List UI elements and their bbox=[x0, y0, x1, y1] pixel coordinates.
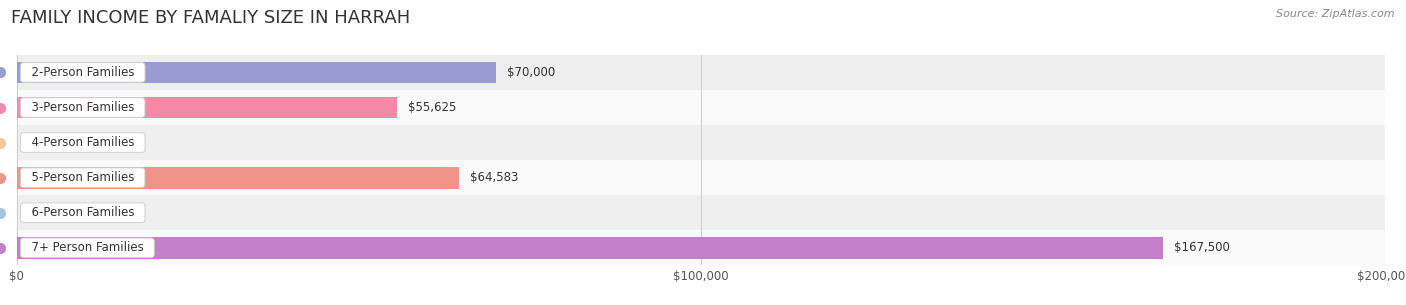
Bar bbox=[17, 62, 496, 83]
FancyBboxPatch shape bbox=[17, 230, 1385, 265]
Text: $0: $0 bbox=[34, 136, 48, 149]
Bar bbox=[17, 167, 458, 188]
FancyBboxPatch shape bbox=[17, 195, 1385, 230]
FancyBboxPatch shape bbox=[17, 90, 1385, 125]
Text: FAMILY INCOME BY FAMALIY SIZE IN HARRAH: FAMILY INCOME BY FAMALIY SIZE IN HARRAH bbox=[11, 9, 411, 27]
Bar bbox=[17, 237, 1163, 259]
Text: $167,500: $167,500 bbox=[1174, 241, 1229, 254]
Text: 5-Person Families: 5-Person Families bbox=[24, 171, 142, 184]
Text: $70,000: $70,000 bbox=[506, 66, 555, 79]
Text: 2-Person Families: 2-Person Families bbox=[24, 66, 142, 79]
FancyBboxPatch shape bbox=[17, 55, 1385, 90]
Text: 7+ Person Families: 7+ Person Families bbox=[24, 241, 150, 254]
Text: 6-Person Families: 6-Person Families bbox=[24, 206, 142, 219]
Text: Source: ZipAtlas.com: Source: ZipAtlas.com bbox=[1277, 9, 1395, 19]
FancyBboxPatch shape bbox=[17, 160, 1385, 195]
Text: 4-Person Families: 4-Person Families bbox=[24, 136, 142, 149]
Text: $0: $0 bbox=[34, 206, 48, 219]
FancyBboxPatch shape bbox=[17, 125, 1385, 160]
Text: $64,583: $64,583 bbox=[470, 171, 517, 184]
Bar bbox=[17, 97, 398, 118]
Text: 3-Person Families: 3-Person Families bbox=[24, 101, 142, 114]
Text: $55,625: $55,625 bbox=[408, 101, 457, 114]
